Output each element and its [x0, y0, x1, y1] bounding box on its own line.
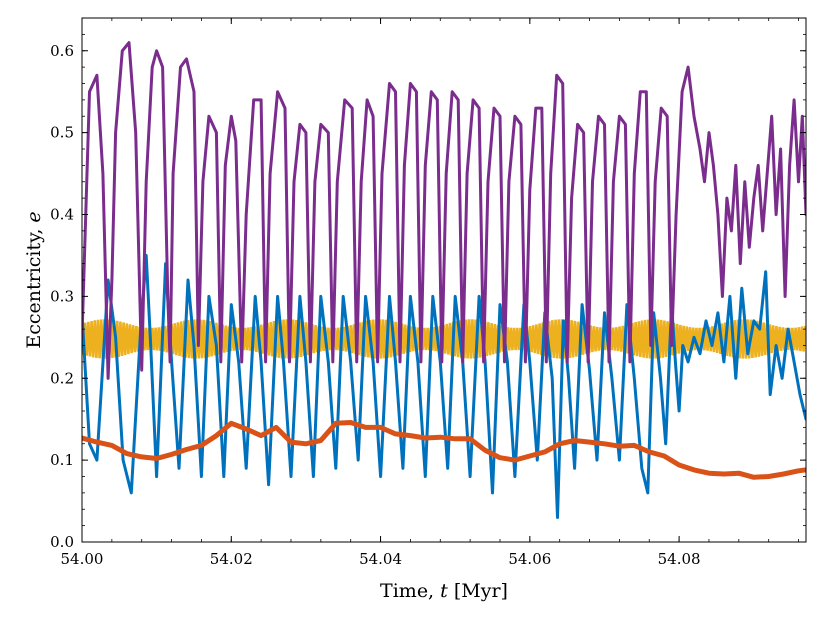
y-tick-label: 0.3	[50, 287, 74, 305]
y-tick-label: 0.0	[50, 533, 74, 551]
y-axis-label: Eccentricity, e	[23, 211, 45, 348]
x-tick-label: 54.08	[658, 550, 701, 568]
series-orange-line	[82, 420, 806, 480]
series-layer	[82, 41, 806, 519]
x-tick-label: 54.00	[61, 550, 104, 568]
y-tick-label: 0.2	[50, 369, 74, 387]
y-tick-label: 0.1	[50, 451, 74, 469]
x-axis-label: Time, t [Myr]	[380, 580, 508, 602]
y-tick-label: 0.5	[50, 124, 74, 142]
x-tick-label: 54.06	[508, 550, 551, 568]
series-purple-line	[82, 41, 806, 380]
series-blue-line	[82, 253, 806, 519]
y-tick-label: 0.4	[50, 206, 74, 224]
x-tick-label: 54.04	[359, 550, 402, 568]
y-tick-label: 0.6	[50, 42, 74, 60]
x-tick-label: 54.02	[210, 550, 253, 568]
ticks-layer: 54.00 54.02 54.04 54.06 54.08 0.0 0.1 0.2 0.3 0.4…	[50, 17, 806, 568]
